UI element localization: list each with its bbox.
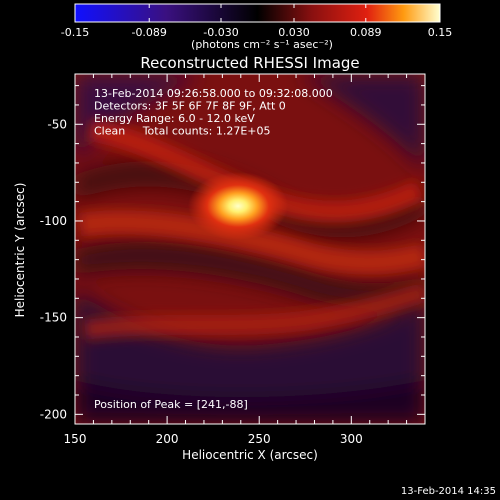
x-tick-label: 150 — [64, 432, 87, 446]
annotation-line: Detectors: 3F 5F 6F 7F 8F 9F, Att 0 — [94, 100, 286, 113]
colorbar-tick-label: 0.15 — [428, 26, 453, 39]
annotation-line: Clean Total counts: 1.27E+05 — [94, 125, 271, 138]
colorbar-gradient — [74, 3, 441, 23]
x-axis-label: Heliocentric X (arcsec) — [182, 448, 318, 462]
annotation-line: 13-Feb-2014 09:26:58.000 to 09:32:08.000 — [94, 87, 333, 100]
x-tick-label: 300 — [340, 432, 363, 446]
y-tick-label: -150 — [40, 311, 67, 325]
footer-timestamp: 13-Feb-2014 14:35 — [401, 486, 496, 497]
plot-frame — [74, 73, 426, 425]
y-tick-label: -50 — [47, 117, 67, 131]
colorbar-ticks: -0.15 -0.089 -0.030 0.030 0.089 0.15 — [61, 4, 452, 39]
peak-position-label: Position of Peak = [241,-88] — [94, 398, 248, 411]
x-axis: 150 200 250 300 — [64, 74, 426, 446]
y-tick-label: -200 — [40, 407, 67, 421]
colorbar-tick-label: -0.030 — [203, 26, 238, 39]
colorbar-tick-label: 0.089 — [350, 26, 382, 39]
heatmap-image — [75, 74, 425, 424]
annotation-line: Energy Range: 6.0 - 12.0 keV — [94, 112, 255, 125]
colorbar: -0.15 -0.089 -0.030 0.030 0.089 0.15 (photons… — [61, 3, 452, 51]
x-tick-label: 200 — [156, 432, 179, 446]
y-axis: -50 -100 -150 -200 — [40, 85, 425, 421]
annotations: 13-Feb-2014 09:26:58.000 to 09:32:08.000… — [94, 87, 333, 138]
colorbar-tick-label: 0.030 — [278, 26, 310, 39]
chart-title: Reconstructed RHESSI Image — [140, 54, 359, 72]
colorbar-tick-label: -0.089 — [131, 26, 166, 39]
colorbar-tick-label: -0.15 — [61, 26, 89, 39]
x-tick-label: 250 — [248, 432, 271, 446]
colorbar-units-label: (photons cm⁻² s⁻¹ asec⁻²) — [191, 38, 333, 51]
peak-source — [188, 172, 288, 240]
y-tick-label: -100 — [40, 214, 67, 228]
y-axis-label: Heliocentric Y (arcsec) — [13, 183, 27, 318]
